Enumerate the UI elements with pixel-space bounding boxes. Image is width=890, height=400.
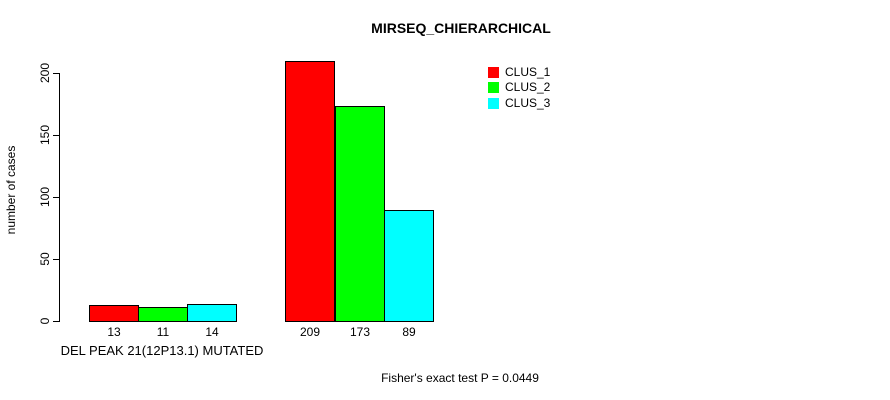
bar-clus_3-group2: [384, 210, 434, 322]
legend-swatch-clus_1: [488, 66, 499, 78]
bar-value-label: 173: [349, 325, 371, 339]
bar-clus_1-group1: [89, 305, 139, 322]
bar-value-label: 13: [107, 325, 121, 339]
bar-value-label: 11: [156, 325, 170, 339]
y-axis-title: number of cases: [4, 145, 18, 235]
y-axis-tick-label: 0: [38, 317, 52, 325]
legend-label: CLUS_3: [505, 96, 551, 110]
bar-clus_2-group1: [138, 307, 188, 322]
y-axis-tick-label: 100: [38, 186, 52, 208]
y-axis-tick: [53, 135, 59, 136]
legend-swatch-clus_2: [488, 81, 499, 93]
y-axis-tick-label: 150: [38, 124, 52, 146]
bar-clus_1-group2: [285, 61, 335, 322]
y-axis-line: [59, 73, 60, 322]
category-label: DEL PEAK 21(12P13.1) MUTATED: [60, 343, 264, 358]
legend-swatch-clus_3: [488, 97, 499, 109]
legend-label: CLUS_1: [505, 65, 551, 79]
chart-title: MIRSEQ_CHIERARCHICAL: [371, 20, 551, 36]
footnote: Fisher's exact test P = 0.0449: [381, 371, 539, 385]
y-axis-tick: [53, 197, 59, 198]
y-axis-tick: [53, 73, 59, 74]
bar-value-label: 89: [402, 325, 416, 339]
legend-label: CLUS_2: [505, 80, 551, 94]
bar-clus_2-group2: [335, 106, 385, 322]
legend-item-clus_2: CLUS_2: [488, 81, 550, 93]
y-axis-tick-label: 200: [38, 62, 52, 84]
bar-clus_3-group1: [187, 304, 237, 322]
y-axis-tick-label: 50: [38, 252, 52, 266]
legend-item-clus_1: CLUS_1: [488, 66, 550, 78]
legend-item-clus_3: CLUS_3: [488, 97, 550, 109]
bar-value-label: 14: [205, 325, 219, 339]
y-axis-tick: [53, 259, 59, 260]
y-axis-tick: [53, 321, 59, 322]
bar-value-label: 209: [299, 325, 321, 339]
